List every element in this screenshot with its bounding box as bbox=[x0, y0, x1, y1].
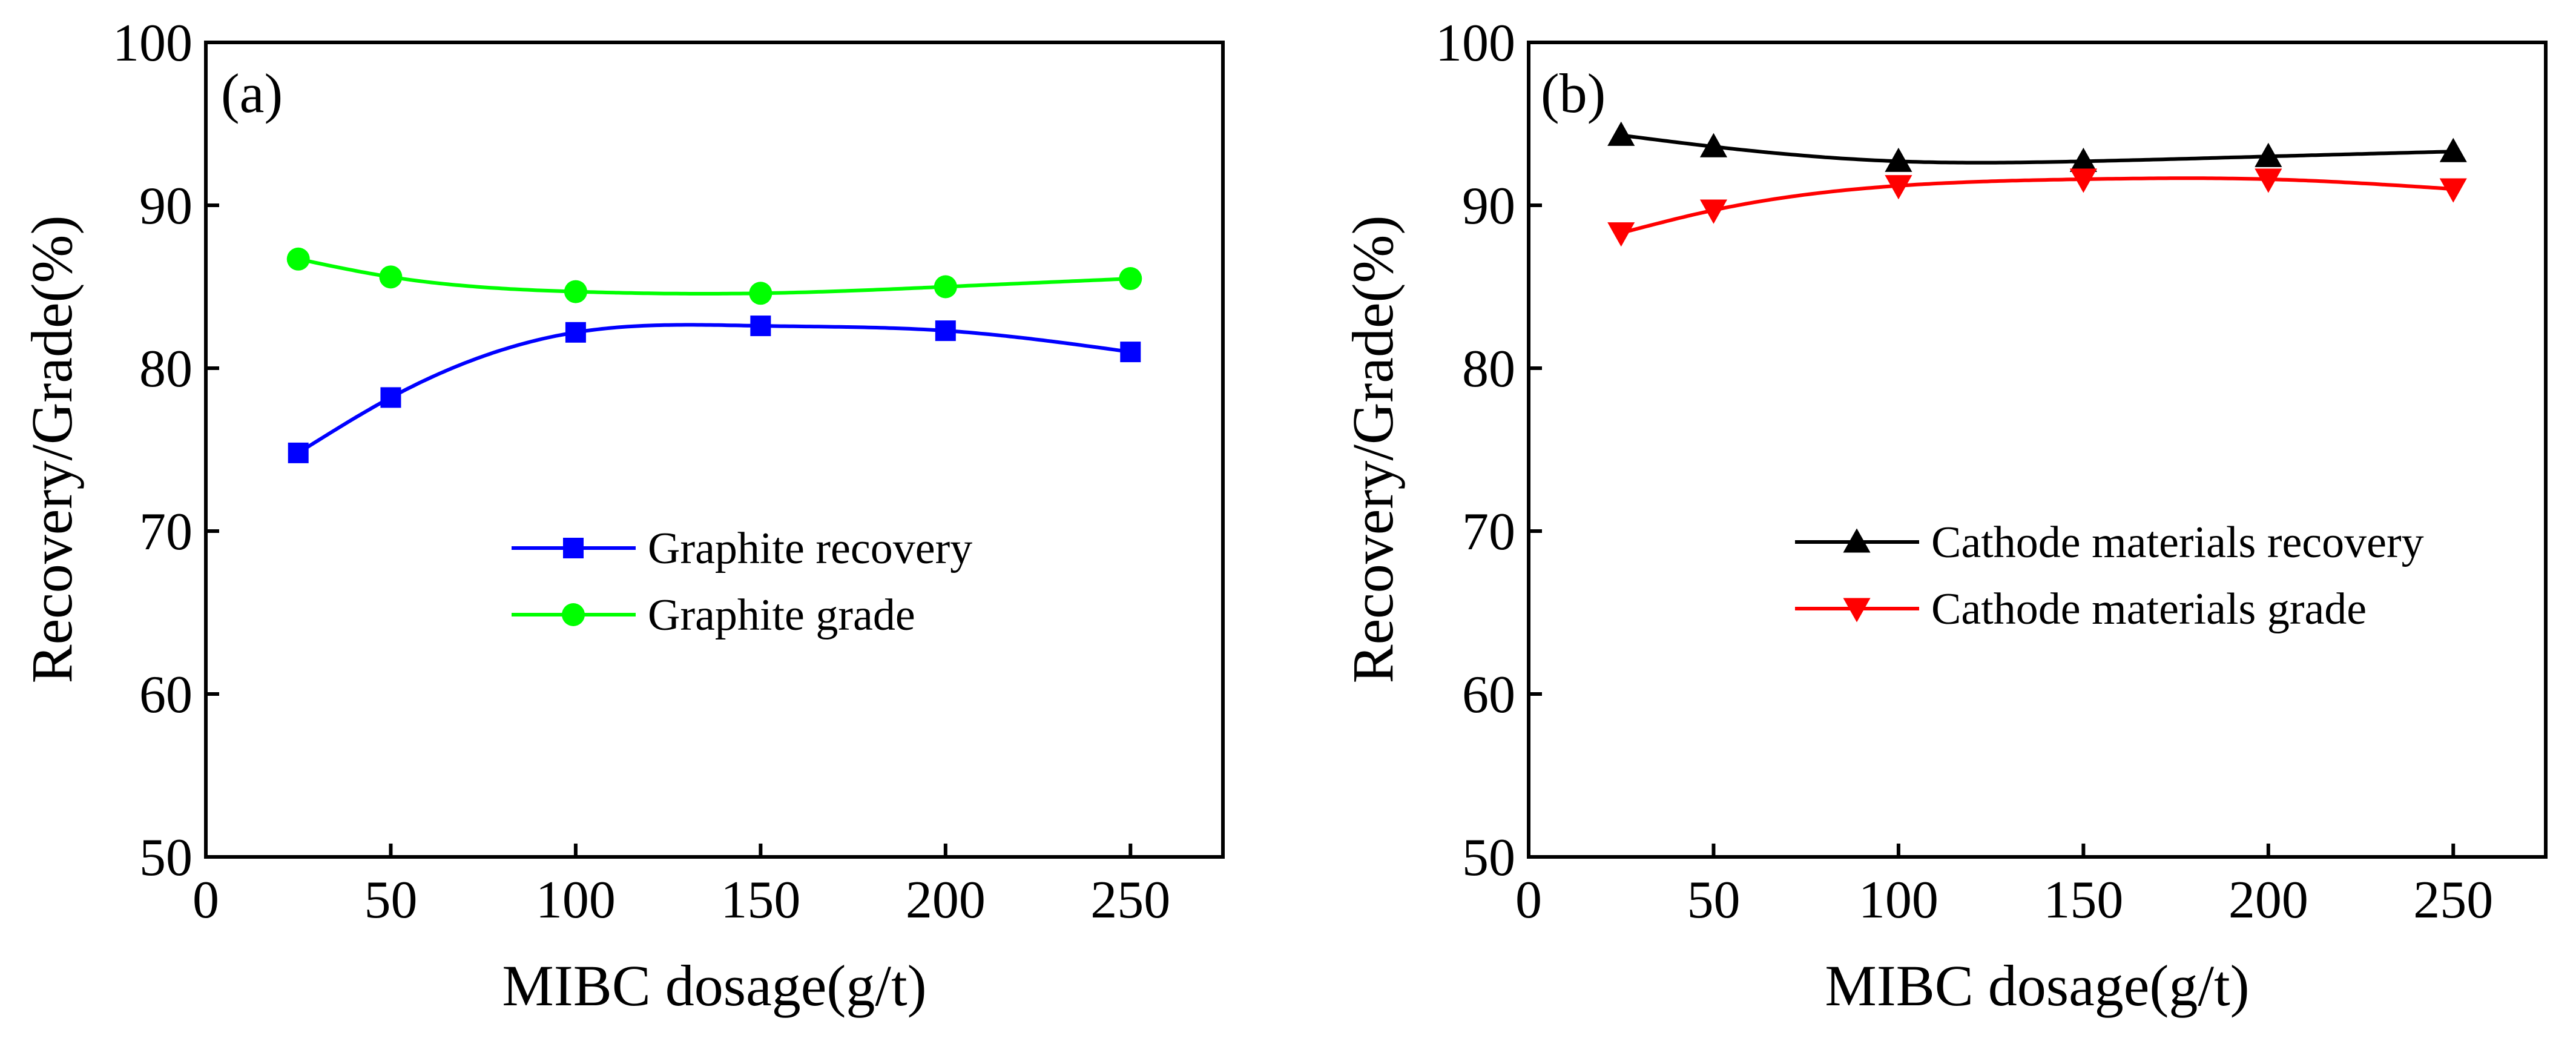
legend-marker-cathode-grade bbox=[1843, 598, 1871, 623]
x-tick-label-b-250: 250 bbox=[2413, 871, 2493, 930]
legend-marker-graphite-recovery bbox=[563, 538, 584, 558]
data-point-b-0-5 bbox=[2439, 137, 2467, 162]
data-point-a-0-3 bbox=[750, 316, 771, 337]
data-point-b-0-2 bbox=[1885, 147, 1912, 172]
y-tick-label-a-90: 90 bbox=[139, 177, 193, 236]
series-line-b-1 bbox=[1620, 176, 2454, 235]
x-tick-label-b-150: 150 bbox=[2043, 871, 2123, 930]
y-tick-label-b-50: 50 bbox=[1462, 828, 1515, 887]
data-point-b-1-5 bbox=[2439, 178, 2467, 203]
legend-label-graphite-grade: Graphite grade bbox=[648, 590, 915, 640]
x-tick-label-b-100: 100 bbox=[1859, 871, 1939, 930]
data-point-b-1-3 bbox=[2069, 168, 2097, 193]
data-point-a-0-0 bbox=[288, 442, 309, 463]
y-tick-label-b-100: 100 bbox=[1435, 14, 1515, 73]
data-point-a-1-5 bbox=[1119, 267, 1142, 291]
data-point-b-0-3 bbox=[2069, 147, 2097, 172]
data-point-b-1-4 bbox=[2255, 168, 2282, 193]
y-tick-label-a-100: 100 bbox=[113, 14, 193, 73]
data-point-b-1-1 bbox=[1699, 199, 1728, 224]
plot-frame-a bbox=[204, 41, 1225, 859]
legend-symbol-b-0 bbox=[1843, 528, 1871, 553]
series-line-a-1 bbox=[298, 257, 1131, 296]
y-tick-label-b-80: 80 bbox=[1462, 340, 1515, 398]
legend-a: Graphite recovery Graphite grade bbox=[512, 524, 972, 640]
plot-frame-b bbox=[1527, 41, 2548, 859]
series-markers-a bbox=[286, 247, 1142, 463]
x-tick-label-a-150: 150 bbox=[720, 871, 800, 930]
data-point-a-0-2 bbox=[565, 322, 586, 343]
data-point-a-0-4 bbox=[935, 320, 956, 342]
x-tick-label-a-50: 50 bbox=[364, 871, 417, 930]
data-point-a-1-0 bbox=[286, 247, 310, 271]
legend-label-cathode-grade: Cathode materials grade bbox=[1931, 584, 2367, 634]
series-line-b-0 bbox=[1621, 133, 2454, 165]
x-tick-label-a-100: 100 bbox=[536, 871, 616, 930]
series-line-a-0 bbox=[297, 323, 1131, 455]
y-tick-label-a-60: 60 bbox=[139, 666, 193, 724]
data-point-b-0-4 bbox=[2255, 142, 2282, 167]
data-point-a-1-2 bbox=[564, 280, 587, 303]
y-axis-title-b: Recovery/Grade(%) bbox=[1340, 216, 1405, 684]
series-curves-b bbox=[1620, 133, 2454, 235]
x-axis-title-b: MIBC dosage(g/t) bbox=[1825, 953, 2249, 1018]
y-tick-label-b-90: 90 bbox=[1462, 177, 1515, 236]
x-tick-label-b-50: 50 bbox=[1687, 871, 1740, 930]
data-point-a-1-1 bbox=[379, 265, 403, 289]
panel-label-b: (b) bbox=[1541, 62, 1606, 124]
data-point-a-0-5 bbox=[1120, 342, 1141, 363]
data-point-a-1-3 bbox=[749, 282, 772, 305]
y-tick-label-a-70: 70 bbox=[139, 503, 193, 561]
legend-symbol-b-1 bbox=[1843, 598, 1871, 623]
data-point-b-0-1 bbox=[1699, 133, 1728, 157]
legend-label-cathode-recovery: Cathode materials recovery bbox=[1931, 518, 2424, 567]
data-point-a-1-4 bbox=[934, 275, 957, 299]
legend-marker-graphite-grade bbox=[562, 603, 585, 626]
x-tick-label-a-200: 200 bbox=[906, 871, 986, 930]
x-tick-label-b-200: 200 bbox=[2228, 871, 2308, 930]
legend-b: Cathode materials recovery Cathode mater… bbox=[1795, 518, 2424, 634]
data-point-b-1-2 bbox=[1885, 175, 1912, 200]
x-tick-label-a-0: 0 bbox=[193, 871, 219, 930]
data-point-b-1-0 bbox=[1607, 222, 1635, 247]
legend-symbol-a-0 bbox=[563, 538, 584, 558]
y-tick-label-a-80: 80 bbox=[139, 340, 193, 398]
legend-symbol-a-1 bbox=[562, 603, 585, 626]
x-tick-label-b-0: 0 bbox=[1515, 871, 1542, 930]
series-markers-b bbox=[1607, 121, 2467, 247]
y-tick-label-b-60: 60 bbox=[1462, 666, 1515, 724]
legend-marker-cathode-recovery bbox=[1843, 528, 1871, 553]
y-tick-label-a-50: 50 bbox=[139, 828, 193, 887]
data-point-b-0-0 bbox=[1607, 121, 1635, 146]
y-axis-title-a: Recovery/Grade(%) bbox=[19, 216, 84, 684]
x-axis-title-a: MIBC dosage(g/t) bbox=[502, 953, 926, 1018]
data-point-a-0-1 bbox=[380, 387, 401, 408]
panel-label-a: (a) bbox=[221, 62, 283, 124]
x-tick-label-a-250: 250 bbox=[1090, 871, 1170, 930]
y-tick-label-b-70: 70 bbox=[1462, 503, 1515, 561]
series-curves-a bbox=[297, 257, 1131, 455]
legend-label-graphite-recovery: Graphite recovery bbox=[648, 524, 972, 573]
